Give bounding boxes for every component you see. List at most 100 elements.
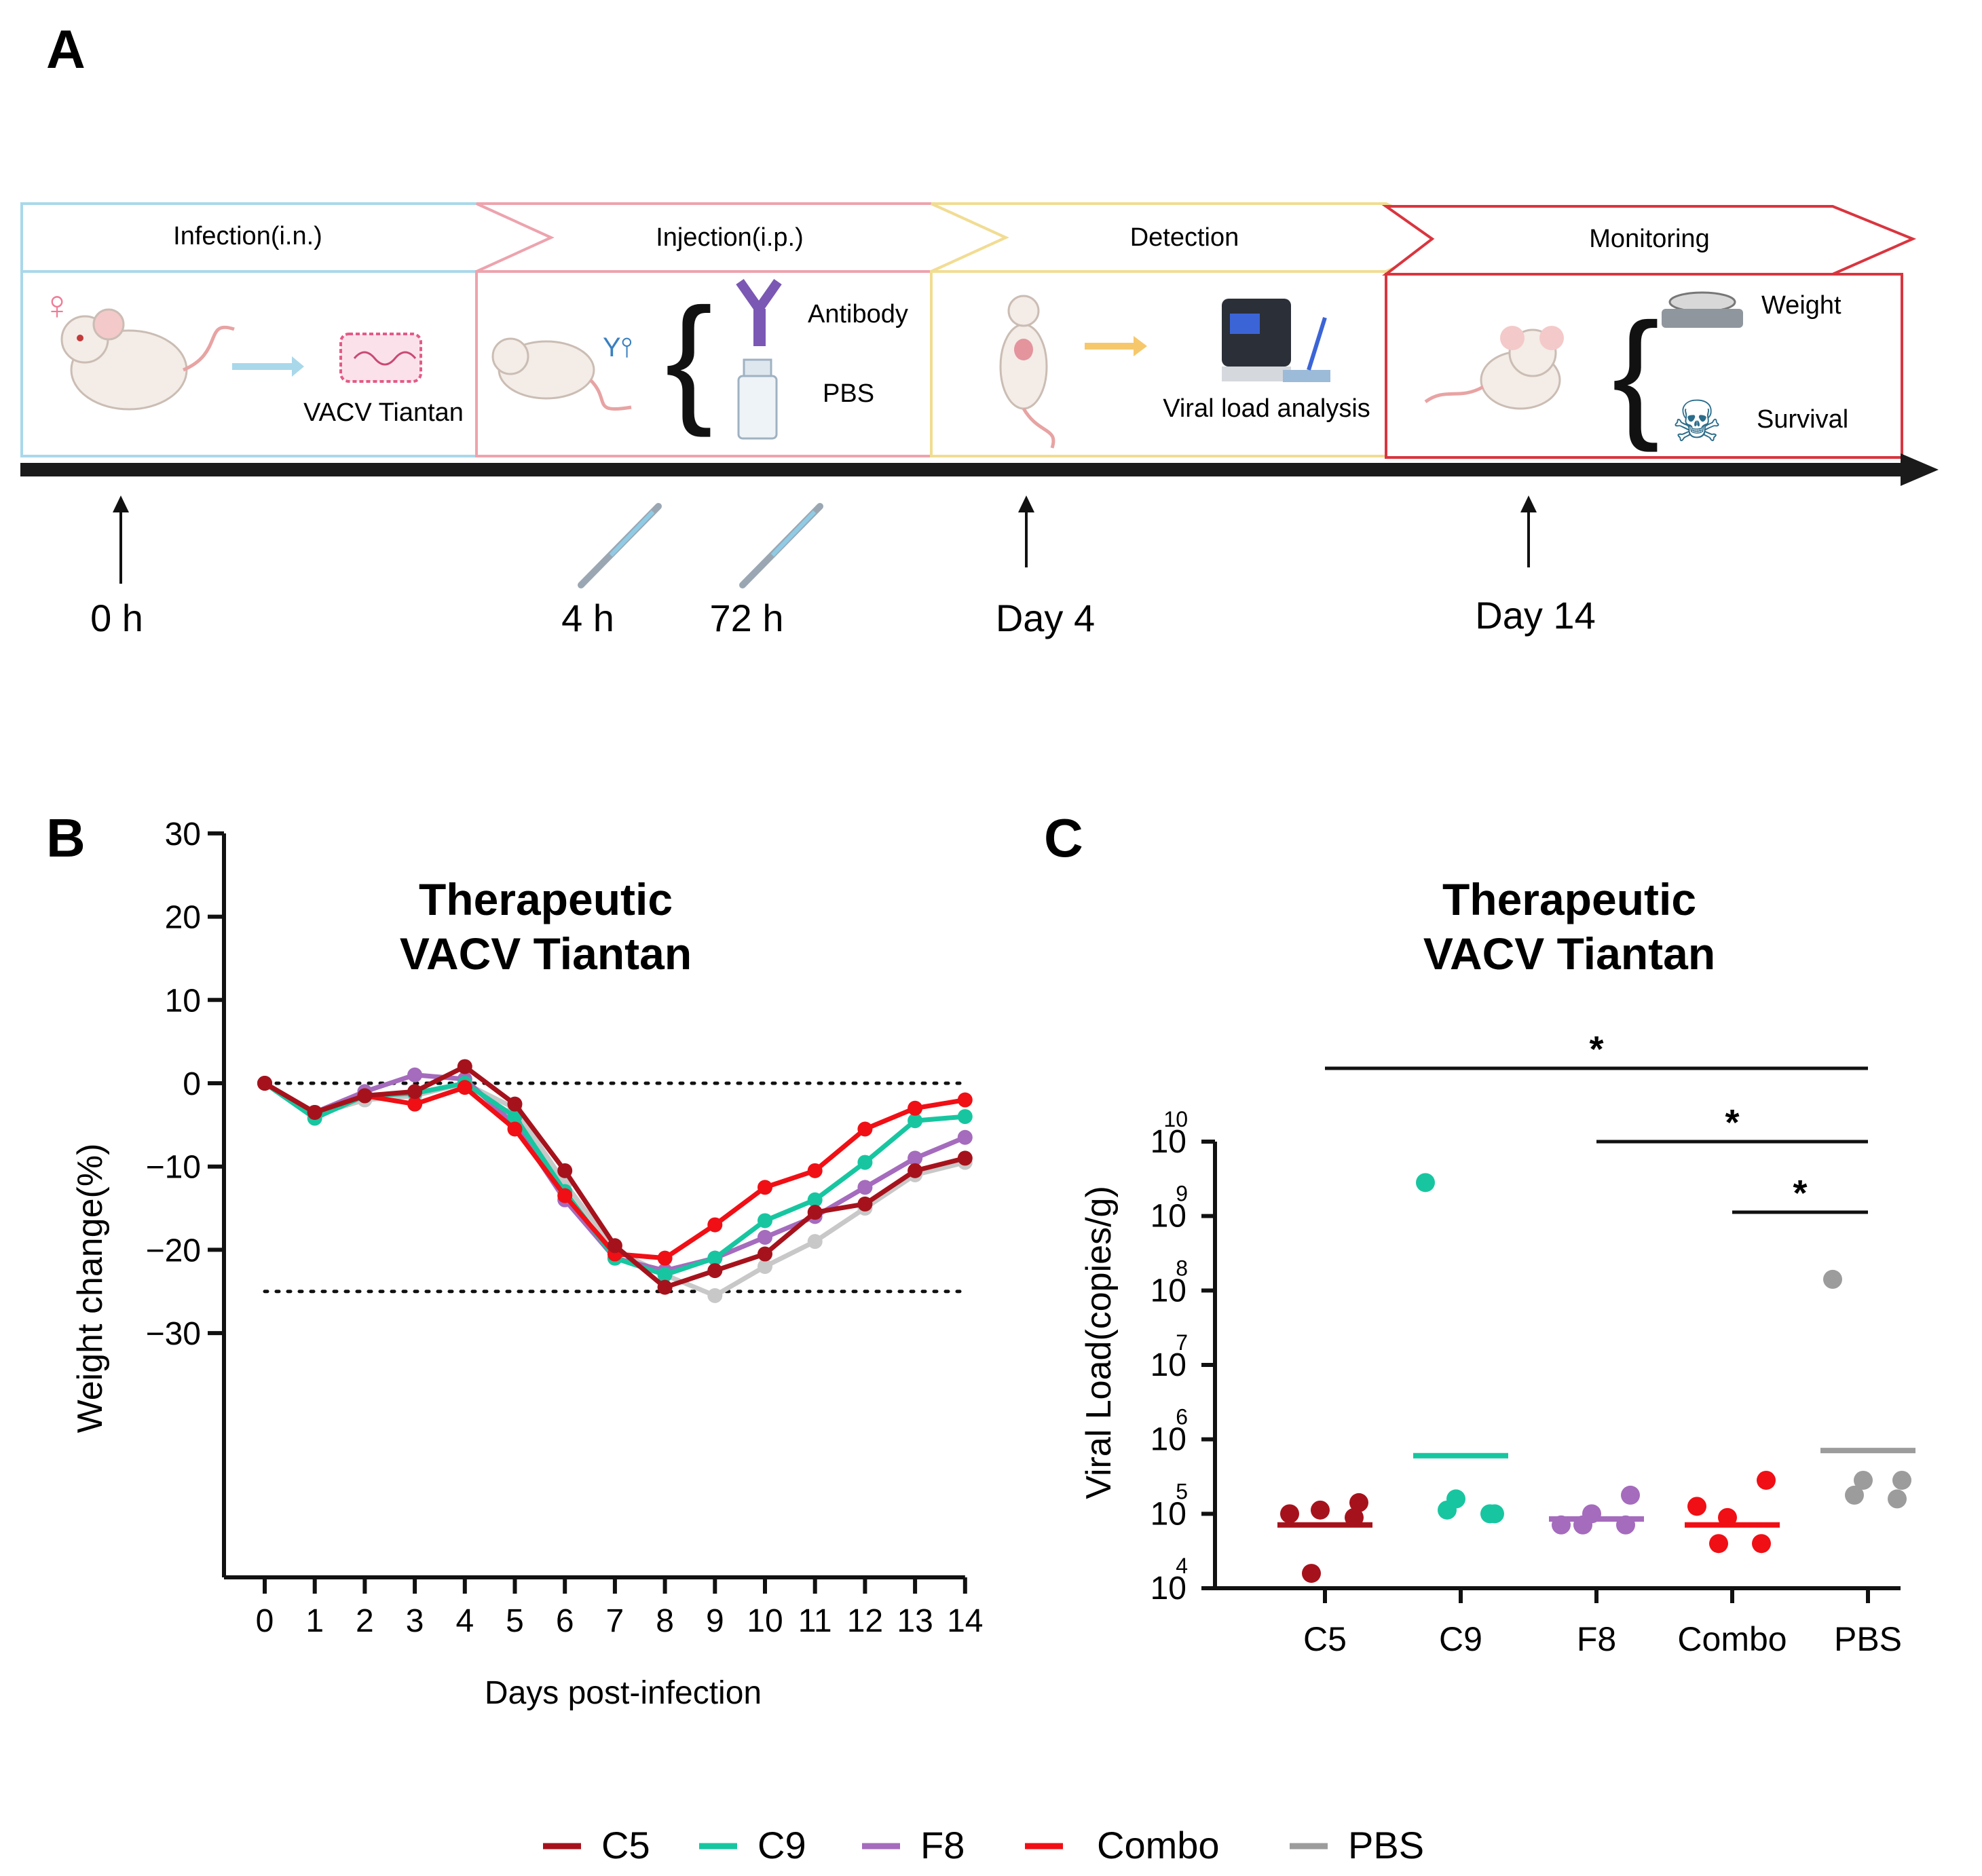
data-point-f8 xyxy=(407,1067,423,1083)
data-point-c5 xyxy=(657,1279,673,1295)
y-tick-label: −30 xyxy=(146,1316,201,1352)
data-point-pbs xyxy=(1854,1470,1873,1490)
stage-label-monitoring: Monitoring xyxy=(1589,225,1709,253)
data-point-c5 xyxy=(357,1088,373,1104)
y-tick-label: −10 xyxy=(146,1150,201,1186)
data-point-f8 xyxy=(1573,1515,1592,1535)
syringe-icon xyxy=(578,503,662,588)
data-point-combo xyxy=(507,1121,523,1137)
data-point-c9 xyxy=(1438,1500,1457,1520)
mouse-icon xyxy=(491,337,632,411)
data-point-c5 xyxy=(557,1163,573,1178)
chart-b-y-label: Weight change(%) xyxy=(71,1144,110,1433)
y-tick-label: 0 xyxy=(183,1066,201,1102)
legend-label: C5 xyxy=(601,1824,650,1866)
y-tick-base: 10 xyxy=(1151,1496,1186,1532)
panel-letter-a: A xyxy=(46,19,86,79)
significance-star: * xyxy=(1589,1029,1603,1070)
x-tick-label: 8 xyxy=(656,1603,674,1639)
data-point-c5 xyxy=(257,1076,272,1091)
data-point-c5 xyxy=(507,1096,523,1112)
legend-label: Combo xyxy=(1097,1824,1220,1866)
antibody-syringe-icon: Y⫯ xyxy=(603,333,633,362)
time-axis-arrowhead xyxy=(1901,453,1939,486)
stage-item-survival: Survival xyxy=(1757,405,1848,434)
timepoint-arrow-0h xyxy=(113,495,129,584)
data-point-c5 xyxy=(1302,1564,1321,1583)
x-tick-label: 7 xyxy=(606,1603,624,1639)
y-tick-label: −20 xyxy=(146,1233,201,1269)
data-point-combo xyxy=(857,1121,873,1137)
data-point-combo xyxy=(557,1188,573,1203)
data-point-combo xyxy=(1718,1507,1737,1527)
data-point-c9 xyxy=(857,1155,873,1170)
data-point-f8 xyxy=(908,1150,923,1166)
arrow-right-icon xyxy=(232,356,304,377)
timepoint-label: 72 h xyxy=(710,597,784,639)
data-point-c5 xyxy=(307,1104,322,1120)
x-tick-label: 4 xyxy=(455,1603,474,1639)
stage-label-infection: Infection(i.n.) xyxy=(173,222,322,250)
data-point-c9 xyxy=(657,1267,673,1283)
data-point-c9 xyxy=(957,1109,973,1125)
y-tick-label: 10 xyxy=(165,983,201,1019)
pcr-machine-icon xyxy=(1222,299,1330,382)
y-tick-exponent: 7 xyxy=(1176,1330,1188,1355)
x-tick-label: F8 xyxy=(1577,1620,1616,1658)
timepoint-label: Day 14 xyxy=(1475,594,1595,637)
data-point-c5 xyxy=(807,1205,823,1220)
x-tick-label: 3 xyxy=(406,1603,424,1639)
stage-item-weight: Weight xyxy=(1761,291,1841,320)
data-point-combo xyxy=(957,1092,973,1108)
stage-box-detection xyxy=(930,270,1387,457)
timepoint-arrow-day14 xyxy=(1520,495,1537,567)
data-point-combo xyxy=(1752,1534,1771,1554)
stage-item-vacv: VACV Tiantan xyxy=(303,398,464,427)
x-tick-label: 14 xyxy=(947,1603,983,1639)
timeline-schematic: Infection(i.n.) Injection(i.p.) Detectio… xyxy=(20,202,1939,639)
x-tick-label: 5 xyxy=(506,1603,524,1639)
y-tick-exponent: 9 xyxy=(1176,1182,1188,1206)
brace-icon: { xyxy=(1612,293,1660,453)
data-point-c5 xyxy=(407,1084,423,1100)
timepoint-label: 0 h xyxy=(90,597,143,639)
panel-letter-c: C xyxy=(1044,808,1083,868)
data-point-combo xyxy=(407,1096,423,1112)
time-axis-bar xyxy=(20,463,1914,476)
mouse-icon xyxy=(1424,326,1564,410)
stage-arrow-detection xyxy=(931,202,1464,273)
legend-label: PBS xyxy=(1348,1824,1424,1866)
y-tick-exponent: 5 xyxy=(1176,1479,1188,1503)
data-point-c5 xyxy=(908,1163,923,1178)
panel-letter-b: B xyxy=(46,808,86,868)
data-point-combo xyxy=(657,1250,673,1266)
y-tick-base: 10 xyxy=(1151,1347,1186,1383)
scale-icon xyxy=(1662,291,1743,328)
x-tick-label: 13 xyxy=(897,1603,933,1639)
y-tick-base: 10 xyxy=(1151,1199,1186,1235)
data-point-pbs xyxy=(1823,1269,1842,1289)
stage-label-detection: Detection xyxy=(1130,223,1239,252)
chart-c-y-label: Viral Load(copies/g) xyxy=(1079,1186,1119,1499)
data-point-f8 xyxy=(957,1129,973,1145)
virus-icon xyxy=(339,333,422,383)
data-point-c5 xyxy=(1280,1504,1299,1524)
x-tick-label: C9 xyxy=(1439,1620,1482,1658)
timepoint-arrow-day4 xyxy=(1018,495,1034,567)
pbs-bottle-icon xyxy=(737,358,778,440)
y-tick-exponent: 6 xyxy=(1176,1405,1188,1429)
data-point-c5 xyxy=(857,1196,873,1212)
dissected-mouse-icon xyxy=(999,295,1055,449)
data-point-c5 xyxy=(607,1238,622,1254)
stage-item-pbs: PBS xyxy=(823,379,874,408)
data-point-pbs xyxy=(1892,1470,1911,1490)
data-point-c5 xyxy=(1311,1500,1330,1520)
mouse-icon xyxy=(60,308,235,411)
data-point-c5 xyxy=(457,1059,472,1074)
brace-icon: { xyxy=(665,278,713,438)
data-point-combo xyxy=(1709,1534,1728,1554)
weight-change-chart: Therapeutic VACV Tiantan Weight change(%… xyxy=(71,817,983,1711)
series-line-combo xyxy=(263,1081,966,1261)
timepoint-label: Day 4 xyxy=(996,597,1095,639)
